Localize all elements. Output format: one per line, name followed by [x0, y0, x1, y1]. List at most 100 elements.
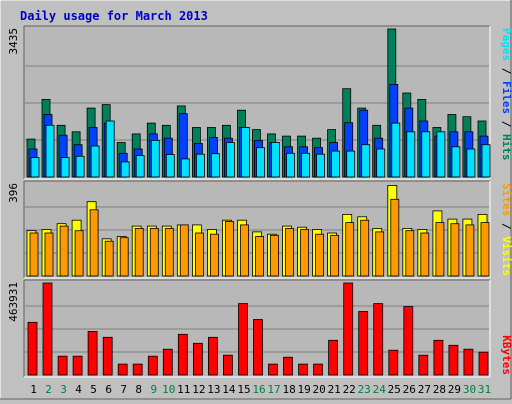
x-tick-label-5: 5	[90, 383, 97, 396]
bar-kbytes-day-14	[222, 354, 233, 376]
x-tick-label-30: 30	[463, 383, 476, 396]
bar-kbytes-day-3	[57, 355, 68, 376]
bar-pages-day-3	[60, 157, 70, 178]
legend-visits-sites: Sites / Visits	[500, 183, 512, 276]
bar-pages-day-10	[165, 154, 175, 178]
bar-pages-day-16	[256, 147, 265, 178]
bar-sites-day-17	[270, 234, 279, 277]
legend-part-2: Visits	[500, 236, 512, 276]
bar-kbytes-day-30	[463, 348, 474, 376]
bar-pages-day-2	[45, 124, 55, 178]
bar-sites-day-26	[405, 230, 415, 277]
bar-kbytes-day-2	[42, 282, 53, 376]
bar-pages-day-18	[286, 152, 295, 178]
bar-kbytes-day-15	[238, 303, 248, 376]
legend-part-2: Files	[500, 81, 512, 114]
x-tick-label-3: 3	[60, 383, 67, 396]
bar-pages-day-25	[391, 122, 401, 178]
bar-sites-day-18	[285, 227, 294, 277]
x-tick-label-7: 7	[120, 383, 127, 396]
bar-kbytes-day-16	[253, 319, 263, 376]
bar-kbytes-day-26	[403, 306, 414, 376]
bar-pages-day-17	[271, 142, 280, 178]
y-axis-max-label: 396	[7, 183, 20, 203]
bar-kbytes-day-7	[117, 363, 128, 376]
x-tick-label-24: 24	[373, 383, 387, 396]
bar-kbytes-day-31	[478, 351, 489, 376]
chart-title: Daily usage for March 2013	[20, 9, 208, 23]
x-tick-label-11: 11	[177, 383, 190, 396]
x-tick-label-10: 10	[162, 383, 175, 396]
legend-part-0: KBytes	[500, 335, 512, 375]
x-tick-label-13: 13	[207, 383, 220, 396]
bar-kbytes-day-28	[433, 339, 444, 376]
bar-sites-day-3	[59, 225, 69, 277]
bar-sites-day-7	[119, 237, 129, 277]
x-tick-label-28: 28	[433, 383, 446, 396]
bar-sites-day-16	[255, 236, 264, 277]
bar-kbytes-day-12	[192, 342, 203, 376]
bar-kbytes-day-23	[358, 311, 369, 376]
bar-sites-day-11	[179, 224, 189, 277]
bar-sites-day-6	[104, 240, 114, 277]
bar-kbytes-day-9	[147, 355, 158, 376]
bar-pages-day-20	[316, 153, 326, 178]
bar-pages-day-24	[376, 148, 386, 178]
bar-kbytes-day-1	[27, 321, 38, 376]
bar-pages-day-29	[451, 146, 461, 178]
bar-kbytes-day-4	[72, 355, 83, 376]
legend-kbytes: KBytes	[500, 335, 512, 375]
bar-sites-day-4	[74, 230, 84, 277]
bar-sites-day-15	[240, 224, 249, 277]
bar-kbytes-day-19	[298, 363, 309, 376]
bar-sites-day-25	[390, 198, 400, 277]
bar-sites-day-29	[450, 223, 460, 277]
x-tick-label-26: 26	[403, 383, 416, 396]
bar-sites-day-13	[209, 233, 219, 277]
legend-part-1: /	[500, 61, 512, 81]
bar-pages-day-26	[406, 131, 416, 178]
x-tick-label-1: 1	[30, 383, 37, 396]
bar-sites-day-1	[29, 232, 39, 277]
bar-pages-day-23	[361, 144, 371, 178]
bar-pages-day-27	[421, 131, 431, 178]
chart-panels: 3435 Pages / Files / Hits 396 Sites / Visit…	[7, 25, 512, 378]
bar-kbytes-day-20	[313, 363, 324, 376]
panel-hits-files-pages: 3435 Pages / Files / Hits	[7, 25, 512, 180]
y-axis-max-label: 3435	[7, 28, 20, 55]
bar-sites-day-20	[315, 233, 325, 277]
x-tick-label-22: 22	[343, 383, 356, 396]
x-tick-label-21: 21	[328, 383, 341, 396]
x-tick-label-25: 25	[388, 383, 401, 396]
y-axis-max-label: 463931	[7, 282, 20, 322]
legend-part-3: /	[500, 114, 512, 134]
legend-hits-files-pages: Pages / Files / Hits	[500, 28, 512, 161]
bar-pages-day-4	[75, 155, 85, 178]
bar-pages-day-9	[150, 139, 160, 178]
bar-kbytes-day-10	[162, 348, 173, 376]
bar-kbytes-day-5	[87, 330, 98, 376]
legend-part-0: Sites	[500, 183, 512, 216]
x-tick-label-4: 4	[75, 383, 82, 396]
bar-sites-day-12	[194, 232, 204, 277]
bar-kbytes-day-24	[373, 303, 384, 376]
bar-kbytes-day-27	[418, 354, 429, 376]
x-tick-label-6: 6	[105, 383, 112, 396]
bar-sites-day-31	[480, 222, 490, 277]
bar-sites-day-14	[224, 220, 234, 277]
legend-part-1: /	[500, 216, 512, 236]
bar-sites-day-10	[164, 227, 174, 277]
x-tick-label-27: 27	[418, 383, 431, 396]
x-tick-label-19: 19	[297, 383, 310, 396]
x-axis-day-labels: 1 2 3 4 5 6 7 8 9 10 11 12 13 14 15 16 17 18 19 20 21 22 23 24 2…	[30, 383, 491, 396]
x-tick-label-29: 29	[448, 383, 461, 396]
bar-sites-day-9	[149, 227, 159, 277]
bar-kbytes-day-21	[328, 339, 339, 376]
bar-sites-day-2	[44, 232, 54, 277]
bar-kbytes-day-6	[102, 336, 113, 376]
bar-kbytes-day-8	[132, 363, 143, 376]
panel-kbytes: 463931 KBytes	[7, 279, 512, 378]
bar-pages-day-1	[30, 157, 40, 178]
